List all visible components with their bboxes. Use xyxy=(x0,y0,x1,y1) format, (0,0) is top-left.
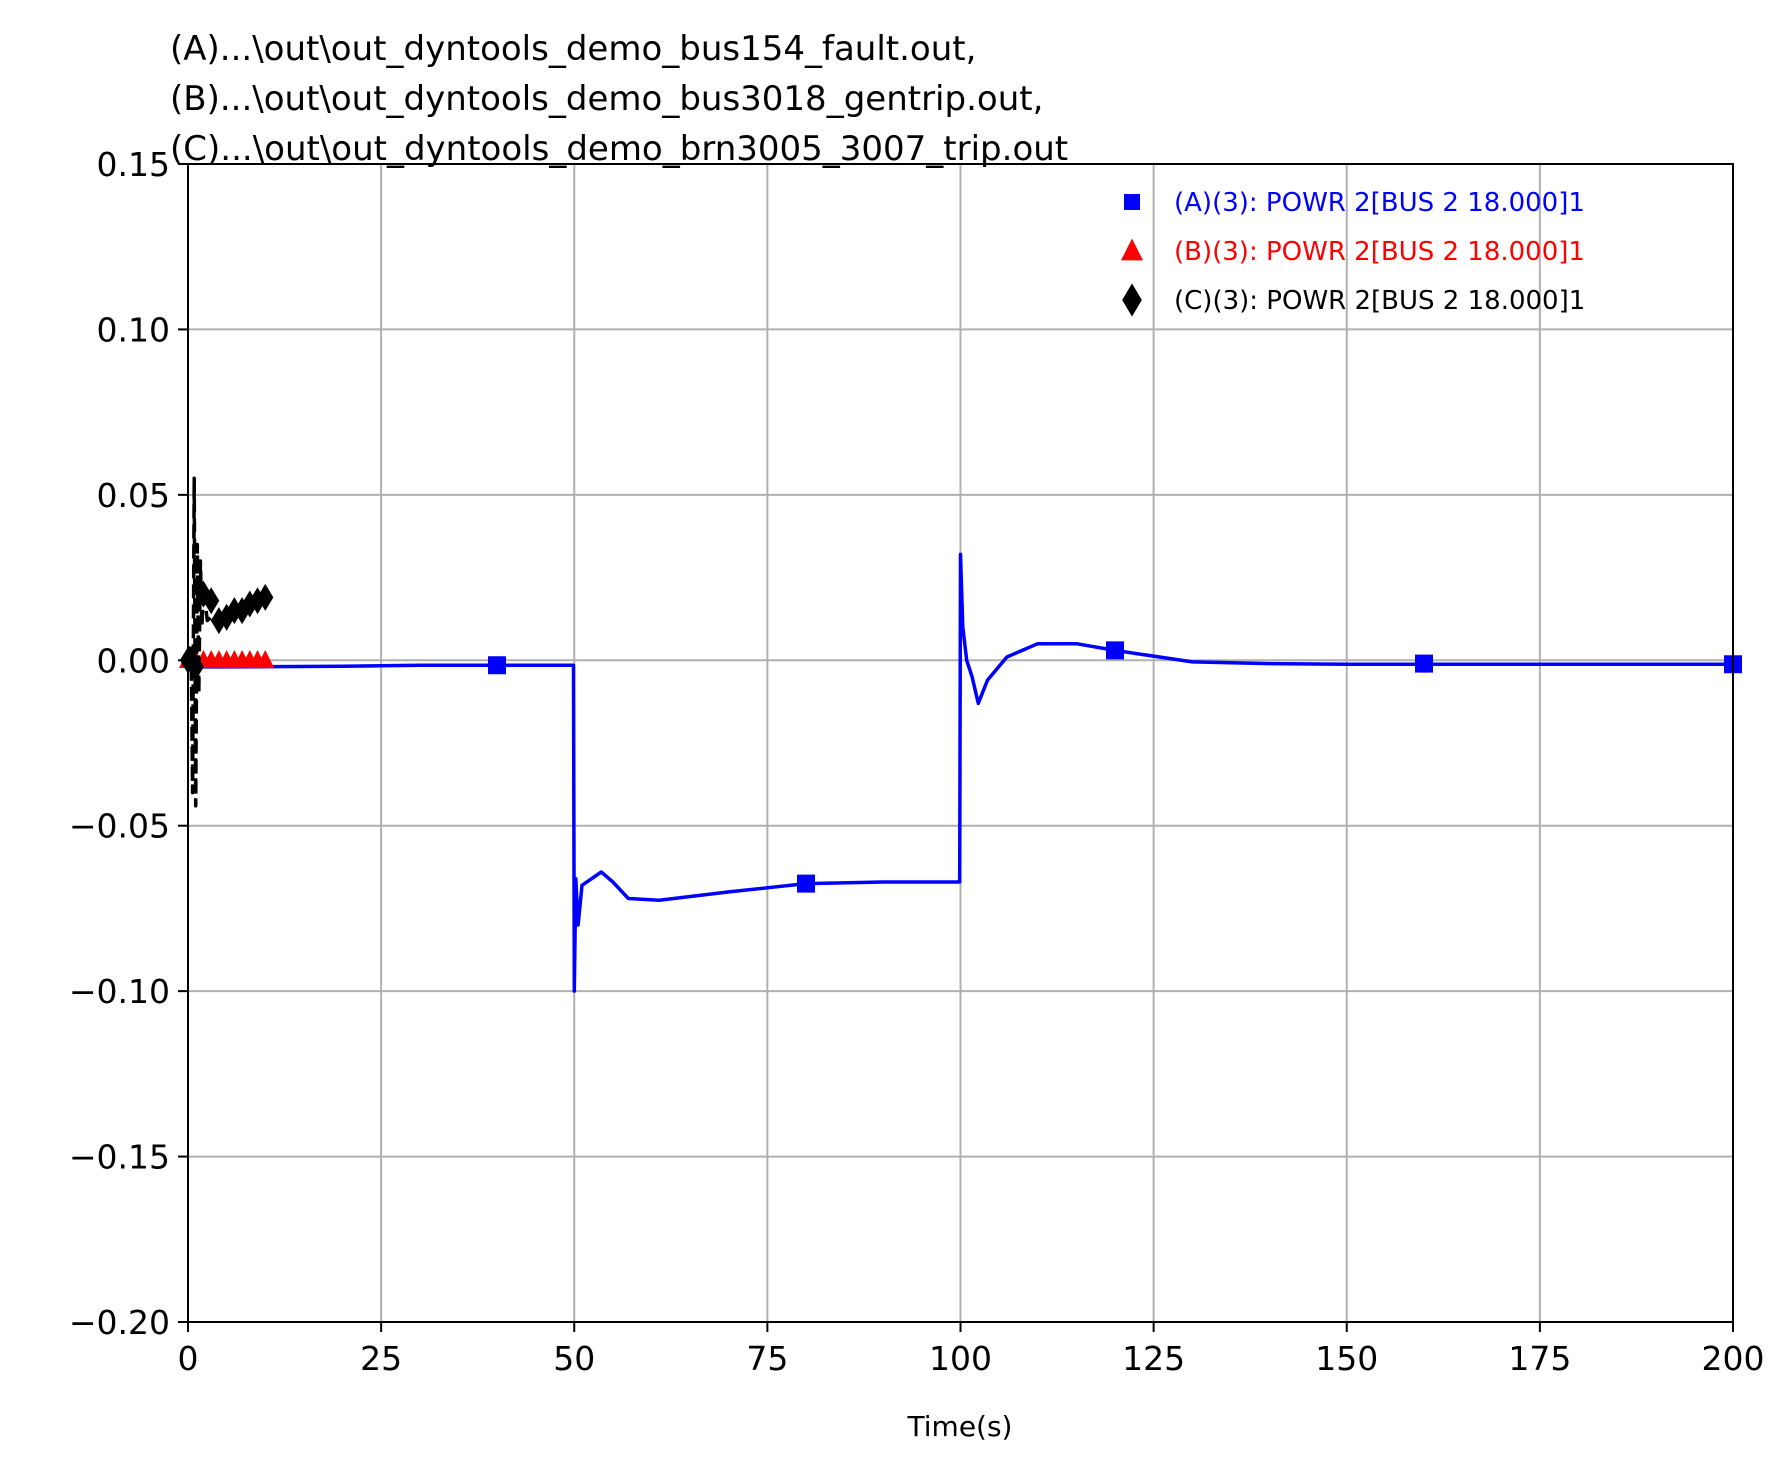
x-tick-label: 175 xyxy=(1508,1339,1571,1378)
legend-label: (C)(3): POWR 2[BUS 2 18.000]1 xyxy=(1174,286,1585,316)
legend-marker xyxy=(1124,194,1140,210)
legend: (A)(3): POWR 2[BUS 2 18.000]1 (B)(3): POW… xyxy=(1121,188,1585,317)
legend-item: (C)(3): POWR 2[BUS 2 18.000]1 xyxy=(1122,283,1585,317)
data-point-marker xyxy=(797,874,815,893)
series-0 xyxy=(188,552,1742,993)
y-tick-label: 0.05 xyxy=(97,476,170,515)
y-tick-label: 0.00 xyxy=(97,641,170,680)
y-tick-label: −0.15 xyxy=(69,1138,170,1177)
chart-title-line-3: (C)...\out\out_dyntools_demo_brn3005_300… xyxy=(170,129,1068,169)
series-2 xyxy=(179,476,274,808)
legend-item: (A)(3): POWR 2[BUS 2 18.000]1 xyxy=(1124,188,1585,218)
chart-title-line-1: (A)...\out\out_dyntools_demo_bus154_faul… xyxy=(170,29,976,69)
legend-label: (B)(3): POWR 2[BUS 2 18.000]1 xyxy=(1174,237,1585,267)
x-tick-label: 200 xyxy=(1702,1339,1765,1378)
legend-label: (A)(3): POWR 2[BUS 2 18.000]1 xyxy=(1174,188,1585,218)
x-axis: 0 25 50 75 100 125 150 175 200 xyxy=(178,1322,1765,1378)
data-point-marker xyxy=(256,650,275,668)
y-tick-label: −0.05 xyxy=(69,807,170,846)
data-point-marker xyxy=(187,653,204,681)
data-point-marker xyxy=(1106,641,1124,660)
y-tick-label: 0.10 xyxy=(97,310,170,349)
x-tick-label: 25 xyxy=(360,1339,402,1378)
legend-marker xyxy=(1122,283,1142,317)
x-tick-label: 150 xyxy=(1315,1339,1378,1378)
data-point-marker xyxy=(203,587,220,615)
y-tick-label: −0.20 xyxy=(69,1303,170,1342)
x-tick-label: 125 xyxy=(1122,1339,1185,1378)
x-tick-label: 0 xyxy=(178,1339,199,1378)
y-tick-label: 0.15 xyxy=(97,145,170,184)
y-axis: 0.15 0.10 0.05 0.00 −0.05 −0.10 −0.15 −0.20 xyxy=(69,145,188,1342)
series-line xyxy=(188,552,1733,993)
data-point-marker xyxy=(257,583,274,611)
data-point-marker xyxy=(488,656,506,675)
series-layer xyxy=(179,476,1742,993)
x-tick-label: 75 xyxy=(746,1339,788,1378)
data-point-marker xyxy=(249,587,266,615)
legend-item: (B)(3): POWR 2[BUS 2 18.000]1 xyxy=(1121,237,1585,267)
x-tick-label: 50 xyxy=(553,1339,595,1378)
data-point-marker xyxy=(1415,654,1433,673)
y-tick-label: −0.10 xyxy=(69,972,170,1011)
x-tick-label: 100 xyxy=(929,1339,992,1378)
chart-title-line-2: (B)...\out\out_dyntools_demo_bus3018_gen… xyxy=(170,79,1043,119)
legend-marker xyxy=(1121,238,1143,261)
x-axis-label: Time(s) xyxy=(907,1410,1013,1443)
